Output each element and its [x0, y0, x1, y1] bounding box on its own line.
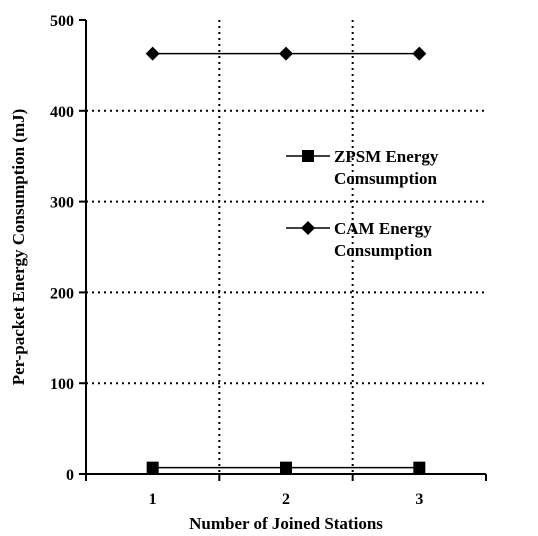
x-tick-label: 1 — [149, 491, 157, 508]
x-axis-title: Number of Joined Stations — [189, 514, 383, 533]
y-tick-label: 100 — [50, 376, 74, 393]
x-tick-label: 3 — [415, 491, 423, 508]
data-point-0 — [413, 461, 426, 474]
y-tick-label: 400 — [50, 104, 74, 121]
data-point-1 — [279, 46, 293, 61]
data-point-0 — [280, 461, 292, 474]
y-axis-title: Per-packet Energy Consumption (mJ) — [9, 109, 28, 386]
y-tick-label: 300 — [50, 195, 74, 212]
x-tick-label: 2 — [282, 491, 290, 508]
gridlines — [86, 20, 486, 474]
y-tick-label: 500 — [50, 13, 74, 30]
data-point-0 — [146, 461, 159, 474]
legend-label-0: Comsumption — [334, 169, 438, 188]
axes — [79, 19, 487, 481]
legend-label-1: CAM Energy — [334, 219, 432, 238]
legend: ZPSM Energy Comsumption CAM Energy Consumpt… — [286, 147, 439, 260]
legend-marker-0 — [302, 150, 314, 162]
legend-label-1: Consumption — [334, 241, 433, 260]
y-tick-labels: 0 100 200 300 400 500 — [50, 13, 74, 484]
y-tick-label: 0 — [66, 467, 74, 484]
y-tick-label: 200 — [50, 285, 74, 302]
data-point-1 — [412, 46, 427, 61]
series — [145, 46, 427, 474]
legend-marker-1 — [301, 221, 315, 235]
x-tick-labels: 1 2 3 — [149, 491, 424, 508]
data-point-1 — [145, 46, 160, 61]
legend-label-0: ZPSM Energy — [334, 147, 439, 166]
